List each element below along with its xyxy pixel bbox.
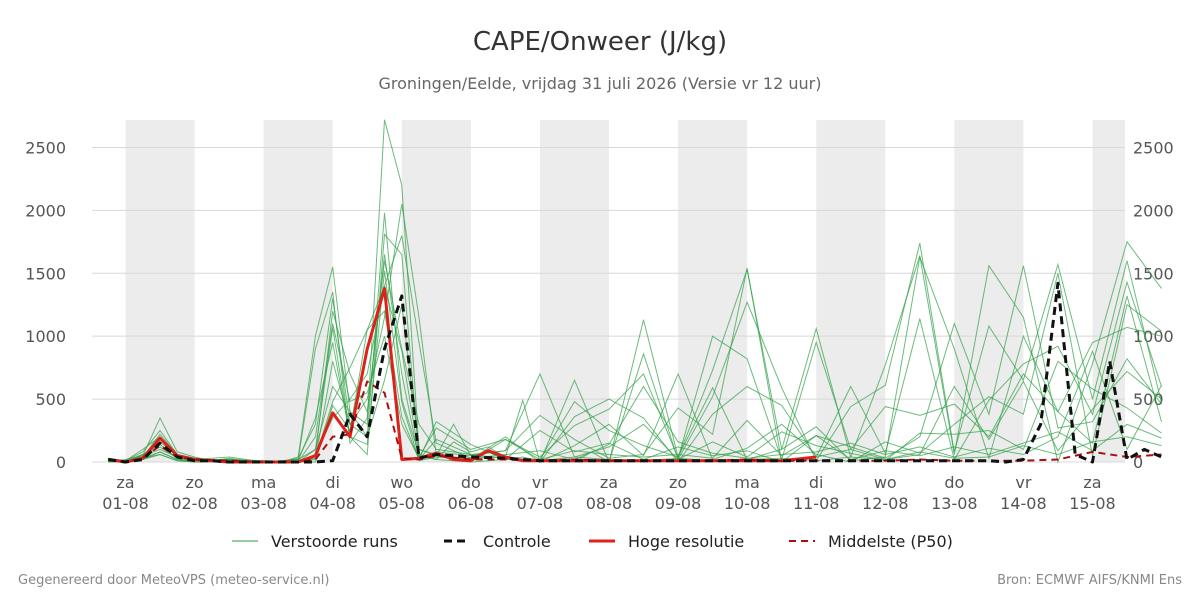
y-tick-label-left: 500 <box>35 390 66 409</box>
x-tick-day: za <box>600 473 618 492</box>
x-tick-date: 14-08 <box>1000 494 1047 513</box>
legend-control-label: Controle <box>483 532 551 551</box>
y-tick-label-left: 2000 <box>25 201 66 220</box>
x-tick-date: 09-08 <box>655 494 702 513</box>
y-tick-label-left: 1500 <box>25 264 66 283</box>
legend-hires-label: Hoge resolutie <box>628 532 744 551</box>
x-tick-date: 04-08 <box>309 494 356 513</box>
footer-generator: Gegenereerd door MeteoVPS (meteo-service… <box>18 573 329 588</box>
x-tick-day: za <box>116 473 134 492</box>
shade-band <box>263 120 333 462</box>
y-tick-label-left: 1000 <box>25 327 66 346</box>
x-tick-date: 06-08 <box>448 494 495 513</box>
x-tick-day: zo <box>669 473 687 492</box>
x-tick-day: do <box>944 473 964 492</box>
shade-band <box>125 120 195 462</box>
legend: Verstoorde runs Controle Hoge resolutie … <box>232 532 953 551</box>
y-tick-label-right: 2000 <box>1133 201 1174 220</box>
x-tick-day: di <box>809 473 824 492</box>
footer-source: Bron: ECMWF AIFS/KNMI Ens <box>997 573 1182 588</box>
chart-subtitle: Groningen/Eelde, vrijdag 31 juli 2026 (V… <box>379 74 822 93</box>
x-tick-day: wo <box>874 473 897 492</box>
ensemble-member-line <box>108 233 1162 463</box>
shade-band <box>1092 120 1125 462</box>
x-tick-day: za <box>1083 473 1101 492</box>
y-tick-label-left: 2500 <box>25 138 66 157</box>
y-tick-label-right: 2500 <box>1133 138 1174 157</box>
main-lines <box>107 281 1163 464</box>
x-tick-date: 08-08 <box>586 494 633 513</box>
shade-band <box>816 120 886 462</box>
median-line <box>108 380 1162 463</box>
shade-band <box>954 120 1024 462</box>
legend-ensemble-label: Verstoorde runs <box>271 532 398 551</box>
x-tick-day: ma <box>734 473 759 492</box>
x-tick-date: 07-08 <box>517 494 564 513</box>
night-shading <box>125 120 1125 462</box>
y-tick-label-left: 0 <box>56 453 66 472</box>
y-tick-label-right: 0 <box>1133 453 1143 472</box>
x-tick-day: zo <box>185 473 203 492</box>
chart-title: CAPE/Onweer (J/kg) <box>473 27 727 57</box>
x-tick-date: 11-08 <box>793 494 840 513</box>
x-tick-date: 03-08 <box>240 494 287 513</box>
shade-band <box>401 120 471 462</box>
shade-band <box>678 120 748 462</box>
shade-band <box>539 120 609 462</box>
x-tick-day: wo <box>390 473 413 492</box>
x-tick-day: di <box>325 473 340 492</box>
x-tick-date: 10-08 <box>724 494 771 513</box>
x-tick-day: do <box>461 473 481 492</box>
x-tick-date: 02-08 <box>171 494 218 513</box>
x-tick-date: 12-08 <box>862 494 909 513</box>
x-tick-day: vr <box>532 473 548 492</box>
x-tick-date: 05-08 <box>379 494 426 513</box>
x-tick-date: 01-08 <box>102 494 149 513</box>
x-tick-day: vr <box>1015 473 1031 492</box>
control-line <box>107 281 1163 464</box>
legend-median-label: Middelste (P50) <box>828 532 953 551</box>
x-tick-day: ma <box>251 473 276 492</box>
x-tick-date: 13-08 <box>931 494 978 513</box>
x-tick-date: 15-08 <box>1069 494 1116 513</box>
y-tick-label-right: 1500 <box>1133 264 1174 283</box>
x-axis-labels: za 01-08 zo 02-08 ma 03-08 di 04-08 wo 05-08 do 06-… <box>102 473 1115 513</box>
